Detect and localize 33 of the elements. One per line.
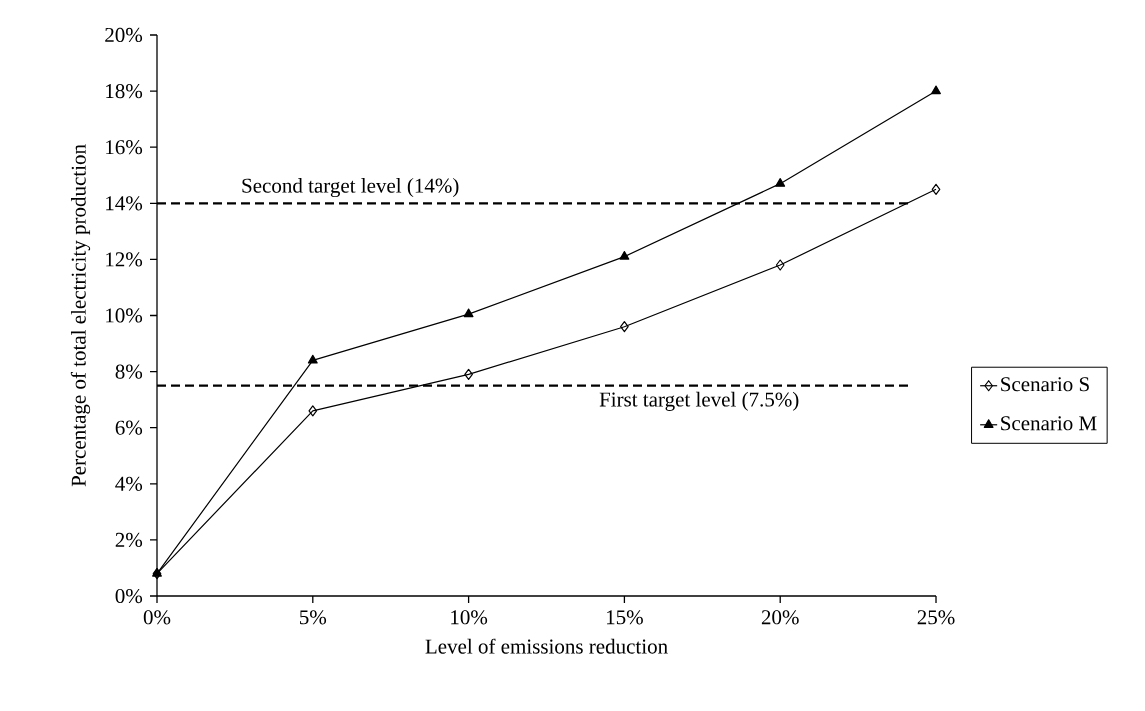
y-tick-label: 10% [106, 308, 143, 323]
x-tick-label: 5% [300, 610, 327, 625]
ref-line-label: Second target level (14%) [242, 177, 459, 198]
y-tick-label: 0% [115, 588, 143, 604]
point [775, 259, 785, 271]
y-axis-title: Percentage of total electricity production [70, 144, 91, 487]
point [307, 354, 318, 364]
point [463, 308, 474, 318]
legend-label: Scenario S [1001, 377, 1089, 392]
x-tick-label: 0% [143, 610, 171, 625]
ref-line-label: First target level (7.5%) [599, 391, 799, 411]
y-tick-label: 4% [115, 476, 143, 491]
x-tick-label: 20% [761, 610, 799, 625]
point [464, 368, 473, 380]
x-tick-label: 25% [917, 610, 955, 625]
point [775, 178, 786, 187]
point [931, 85, 941, 95]
point [619, 250, 630, 260]
point [931, 183, 941, 195]
y-tick-label: 16% [106, 140, 143, 155]
y-tick-label: 20% [105, 27, 143, 43]
x-axis-title: Level of emissions reduction [425, 638, 668, 654]
y-tick-label: 8% [115, 364, 143, 379]
y-tick-label: 14% [106, 196, 143, 211]
x-tick-label: 10% [451, 610, 488, 625]
point [620, 321, 629, 333]
point [308, 405, 318, 417]
y-tick-label: 18% [106, 83, 143, 99]
x-tick-label: 15% [607, 610, 643, 625]
y-tick-label: 2% [115, 532, 143, 548]
y-tick-label: 6% [115, 420, 143, 435]
y-tick-label: 12% [106, 252, 143, 267]
legend-label: Scenario M [1001, 416, 1097, 431]
